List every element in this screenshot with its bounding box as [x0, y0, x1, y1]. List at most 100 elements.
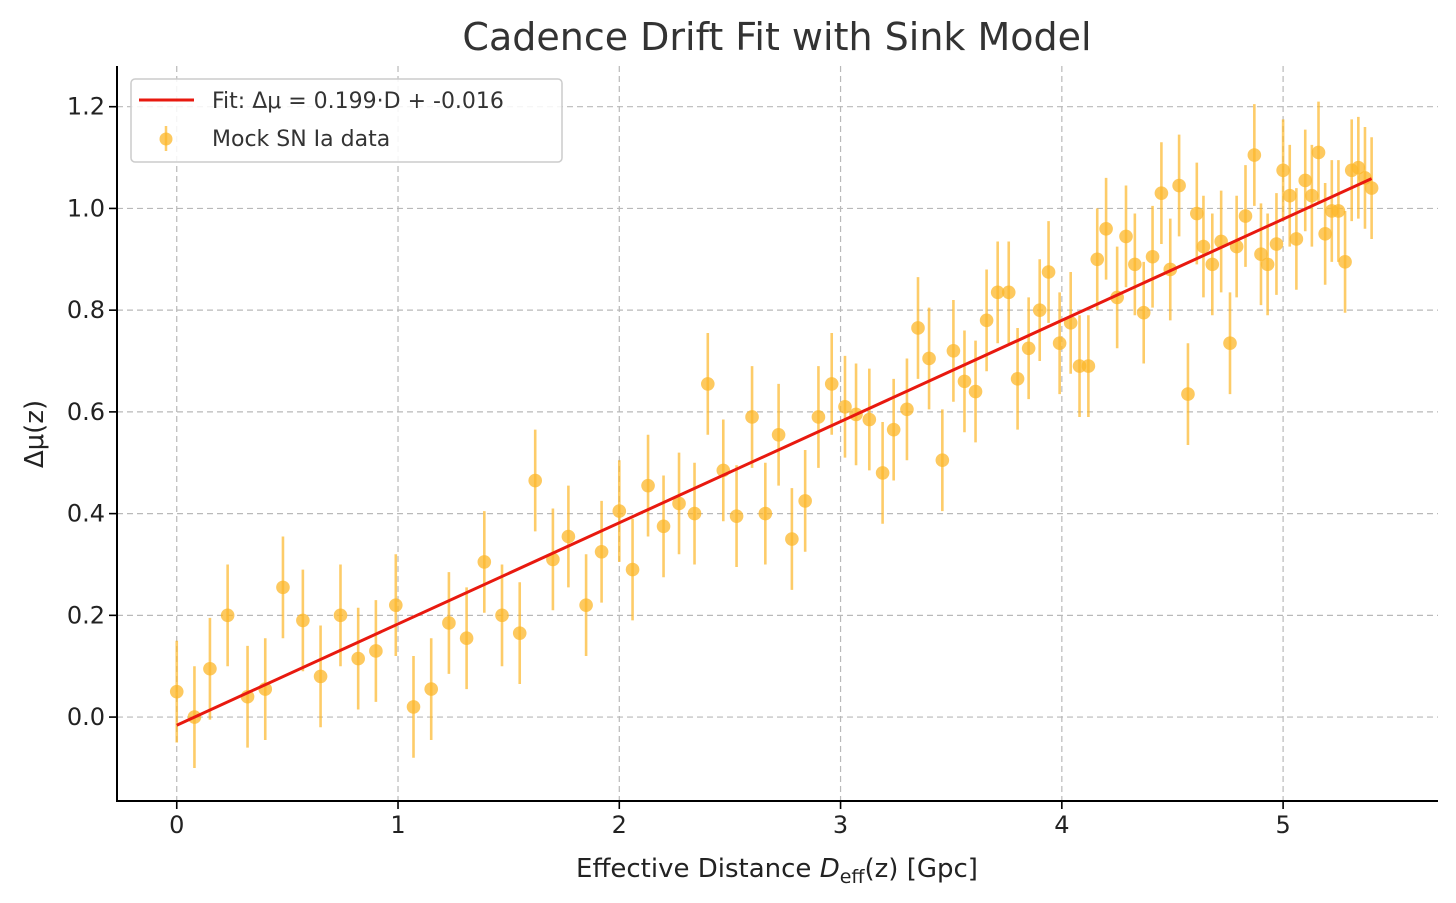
y-tick-label: 0.6 — [67, 398, 105, 426]
y-tick-label: 1.0 — [67, 194, 105, 222]
data-point — [1205, 257, 1220, 272]
data-point — [1351, 160, 1366, 175]
y-tick-label: 0.4 — [67, 500, 105, 528]
data-point — [369, 644, 383, 658]
data-point — [1247, 148, 1262, 162]
data-point — [1145, 249, 1160, 264]
data-point — [1254, 247, 1268, 262]
data-point — [1196, 239, 1211, 254]
data-point — [1289, 232, 1304, 246]
data-point — [495, 608, 509, 623]
y-tick-label: 0.2 — [67, 601, 105, 629]
legend-data-marker — [159, 132, 173, 146]
data-point — [922, 351, 936, 366]
data-point — [477, 555, 492, 569]
x-axis-label-argument: (z) — [865, 854, 899, 884]
data-point — [313, 669, 328, 684]
data-point — [1081, 359, 1096, 373]
data-point — [351, 651, 365, 666]
data-point — [1190, 206, 1204, 221]
data-point — [1172, 178, 1186, 193]
data-point — [459, 631, 474, 646]
data-point — [1181, 387, 1195, 401]
data-point — [1010, 372, 1025, 386]
data-point — [771, 427, 786, 442]
data-point — [1136, 305, 1151, 320]
data-point — [594, 544, 609, 559]
data-point — [700, 377, 715, 391]
data-point — [745, 410, 759, 424]
data-point — [1260, 257, 1275, 272]
data-point — [561, 529, 576, 544]
data-point — [656, 519, 671, 534]
data-point — [625, 562, 640, 577]
data-point — [1128, 257, 1142, 272]
data-point — [1311, 145, 1326, 160]
y-axis-label: Δμ(z) — [20, 400, 50, 468]
data-point — [1282, 188, 1297, 203]
data-point — [875, 466, 890, 480]
x-tick-label: 1 — [390, 811, 405, 839]
data-point — [169, 684, 184, 699]
data-point — [1364, 181, 1379, 195]
data-point — [1298, 173, 1313, 188]
data-point — [296, 613, 310, 628]
x-axis-label-unit: [Gpc] — [898, 854, 978, 884]
data-point — [579, 598, 593, 612]
legend-fit-label: Fit: Δμ = 0.199·D + -0.016 — [212, 89, 504, 114]
axes — [116, 66, 1438, 802]
data-point — [1001, 285, 1016, 300]
data-point — [641, 478, 655, 493]
chart-title: Cadence Drift Fit with Sink Model — [462, 15, 1091, 59]
data-point — [276, 580, 290, 595]
data-point — [1119, 229, 1133, 244]
data-point — [1032, 303, 1047, 317]
data-point — [1269, 237, 1284, 251]
data-point — [406, 700, 421, 714]
data-point — [389, 598, 403, 612]
data-point — [946, 344, 961, 358]
fit-line-group — [176, 177, 1373, 727]
data-point — [900, 402, 914, 417]
data-point — [838, 399, 852, 414]
data-point — [333, 608, 348, 623]
x-axis-label: Effective Distance Deff(z) [Gpc] — [576, 854, 978, 888]
x-axis-label-prefix: Effective Distance — [576, 854, 820, 884]
data-point — [442, 616, 456, 630]
ticks: 0 1 2 3 4 5 0.0 0.2 0.4 0.6 0.8 1.0 1.2 — [67, 93, 1291, 839]
data-points — [169, 101, 1379, 768]
data-point — [729, 509, 744, 523]
y-tick-label: 0.0 — [67, 703, 105, 731]
data-point — [1276, 163, 1290, 178]
data-point — [612, 504, 627, 518]
data-point — [1338, 255, 1352, 269]
x-axis-label-subscript: eff — [840, 866, 866, 888]
data-point — [1238, 209, 1253, 223]
data-point — [1090, 252, 1105, 267]
data-point — [862, 412, 877, 427]
data-point — [424, 682, 439, 696]
data-point — [824, 377, 839, 391]
legend: Fit: Δμ = 0.199·D + -0.016 Mock SN Ia da… — [130, 78, 563, 163]
data-point — [528, 473, 543, 488]
x-tick-label: 2 — [612, 811, 627, 839]
legend-data-label: Mock SN Ia data — [212, 127, 390, 152]
y-tick-label: 1.2 — [67, 93, 105, 121]
data-point — [785, 532, 799, 546]
fit-line — [176, 177, 1373, 727]
x-tick-label: 4 — [1054, 811, 1069, 839]
data-point — [979, 313, 994, 328]
y-tick-label: 0.8 — [67, 296, 105, 324]
data-point — [1052, 336, 1067, 351]
data-point — [957, 374, 972, 389]
data-point — [935, 453, 950, 468]
data-point — [758, 506, 773, 521]
data-point — [1154, 186, 1169, 200]
data-point — [1318, 227, 1332, 241]
data-point — [811, 410, 826, 424]
data-point — [798, 494, 812, 508]
data-point — [203, 661, 217, 676]
data-point — [220, 608, 235, 623]
data-point — [911, 321, 925, 335]
